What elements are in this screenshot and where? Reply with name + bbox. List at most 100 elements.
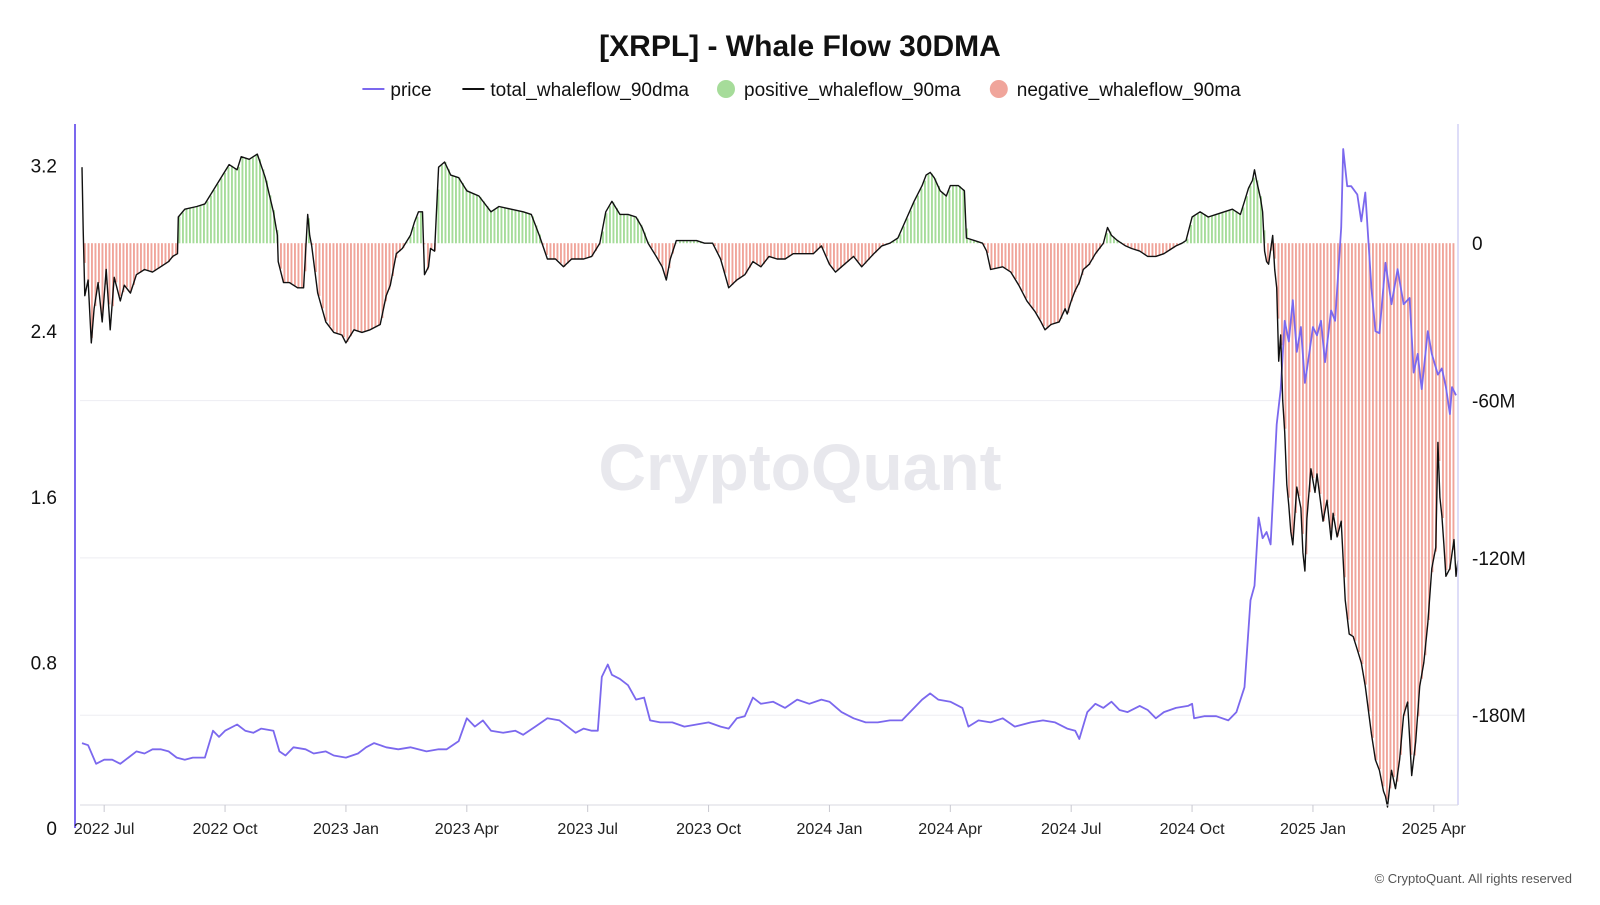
- positive-flow-bar: [675, 243, 678, 244]
- negative-flow-bar: [745, 243, 748, 274]
- negative-flow-bar: [371, 243, 373, 330]
- negative-flow-bar: [808, 243, 811, 254]
- negative-flow-bar: [868, 243, 870, 260]
- negative-flow-bar: [567, 243, 569, 264]
- positive-flow-bar: [1214, 215, 1217, 244]
- negative-flow-bar: [84, 243, 86, 263]
- negative-flow-bar: [171, 243, 174, 258]
- negative-flow-bar: [791, 243, 793, 256]
- negative-flow-bar: [815, 243, 818, 252]
- positive-flow-bar: [1232, 209, 1234, 244]
- negative-flow-bar: [777, 243, 779, 259]
- negative-flow-bar: [147, 243, 149, 271]
- legend-item-positive_whaleflow_90ma[interactable]: positive_whaleflow_90ma: [717, 80, 961, 101]
- total_whaleflow_90dma-line: [81, 153, 1459, 808]
- positive-flow-bar: [1221, 212, 1224, 244]
- watermark: CryptoQuant: [598, 430, 1001, 504]
- negative-flow-bar: [1393, 243, 1395, 778]
- negative-flow-bar: [798, 243, 800, 254]
- positive-flow-bar: [266, 180, 268, 244]
- positive-flow-bar: [1109, 231, 1112, 244]
- negative-flow-bar: [1004, 243, 1007, 268]
- positive-flow-bar: [609, 206, 611, 244]
- positive-flow-bar: [479, 196, 482, 244]
- y-left-tick-1.6: 1.6: [31, 488, 57, 509]
- negative-flow-bar: [1435, 243, 1437, 552]
- x-tick-2024 Oct: 2024 Oct: [1160, 821, 1225, 838]
- positive-flow-bar: [633, 216, 636, 244]
- negative-flow-bar: [819, 243, 821, 249]
- positive-flow-bar: [500, 206, 503, 244]
- negative-flow-bar: [353, 243, 356, 331]
- negative-flow-bar: [1060, 243, 1063, 319]
- positive-flow-bar: [486, 206, 489, 244]
- negative-flow-bar: [714, 243, 716, 246]
- series-lines: [81, 148, 1459, 808]
- negative-flow-bar: [987, 243, 989, 254]
- negative-flow-bar: [731, 243, 734, 285]
- negative-flow-bar: [367, 243, 370, 331]
- positive-flow-bar: [616, 208, 618, 244]
- negative-flow-bar: [1011, 243, 1014, 274]
- positive-flow-bar: [917, 195, 919, 244]
- positive-flow-bar: [899, 234, 902, 244]
- positive-flow-bar: [451, 175, 454, 244]
- negative-flow-bar: [287, 243, 289, 283]
- positive-flow-bar: [465, 188, 468, 244]
- positive-flow-bar: [682, 240, 685, 244]
- y-right-tick--60M: -60M: [1472, 392, 1515, 413]
- positive-flow-bar: [948, 190, 951, 244]
- negative-flow-bar: [1158, 243, 1161, 256]
- negative-flow-bar: [1309, 243, 1311, 493]
- positive-flow-bar: [969, 239, 972, 244]
- negative-flow-bar: [591, 243, 594, 257]
- negative-flow-bar: [1386, 243, 1388, 800]
- negative-flow-bar: [668, 243, 671, 269]
- positive-flow-bar: [406, 242, 408, 244]
- negative-flow-bar: [1312, 243, 1315, 479]
- positive-flow-bar: [420, 211, 422, 244]
- positive-flow-bar: [896, 239, 898, 244]
- negative-flow-bar: [87, 243, 90, 283]
- legend-item-price[interactable]: price: [362, 80, 432, 101]
- positive-flow-bar: [686, 240, 688, 244]
- positive-flow-bar: [920, 188, 923, 244]
- negative-flow-bar: [1351, 243, 1353, 636]
- x-tick-2022 Jul: 2022 Jul: [74, 821, 135, 838]
- positive-flow-bar: [227, 167, 230, 244]
- positive-flow-bar: [213, 189, 216, 244]
- negative-flow-bar: [1421, 243, 1423, 679]
- negative-flow-bar: [91, 243, 93, 338]
- negative-flow-bar: [325, 243, 328, 321]
- negative-flow-bar: [1032, 243, 1035, 309]
- price-line: [81, 148, 1457, 765]
- negative-flow-bar: [1396, 243, 1399, 782]
- positive-flow-bar: [199, 205, 202, 244]
- legend-swatch-negative_whaleflow_90ma: [989, 80, 1008, 98]
- positive-flow-bar: [416, 216, 419, 244]
- positive-flow-bar: [927, 174, 930, 244]
- negative-flow-bar: [168, 243, 170, 262]
- positive-flow-bar: [693, 240, 695, 244]
- negative-flow-bar: [1141, 243, 1143, 252]
- legend-item-total_whaleflow_90dma[interactable]: total_whaleflow_90dma: [462, 80, 689, 101]
- negative-flow-bar: [115, 243, 118, 283]
- legend-item-negative_whaleflow_90ma[interactable]: negative_whaleflow_90ma: [989, 80, 1241, 101]
- negative-flow-bar: [728, 243, 730, 286]
- negative-flow-bar: [1155, 243, 1157, 257]
- positive-flow-bar: [189, 208, 191, 244]
- negative-flow-bar: [157, 243, 160, 269]
- negative-flow-bar: [1284, 243, 1287, 429]
- negative-flow-bar: [542, 243, 545, 245]
- negative-flow-bar: [1340, 243, 1343, 524]
- negative-flow-bar: [857, 243, 860, 262]
- negative-flow-bar: [829, 243, 832, 265]
- negative-flow-bar: [780, 243, 783, 259]
- y-right-tick-0: 0: [1472, 234, 1483, 255]
- negative-flow-bar: [654, 243, 657, 254]
- positive-flow-bar: [245, 158, 247, 244]
- legend[interactable]: price total_whaleflow_90dma positive_whale…: [362, 80, 1241, 101]
- negative-flow-bar: [1288, 243, 1290, 498]
- positive-flow-bar: [441, 165, 443, 244]
